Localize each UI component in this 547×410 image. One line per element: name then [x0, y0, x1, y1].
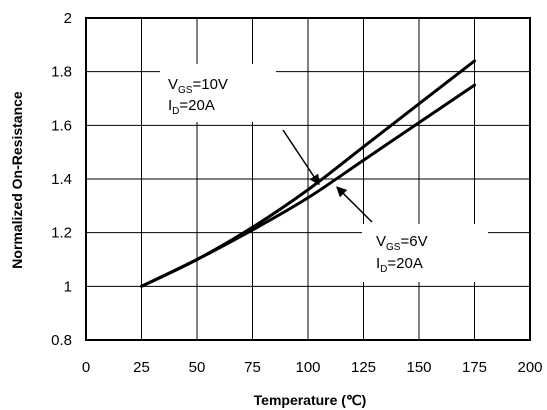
annotations: VGS=10V ID=20A VGS=6V ID=20A [160, 64, 488, 282]
annotation-vgs-6v: VGS=6V [376, 233, 428, 253]
annotation-arrow-10v [282, 129, 320, 186]
y-tick-label: 1 [64, 278, 72, 295]
y-tick-label: 1.4 [51, 171, 72, 188]
y-tick-label: 2 [64, 10, 72, 27]
x-tick-label: 175 [462, 359, 487, 376]
x-tick-label: 150 [406, 359, 431, 376]
grid [86, 18, 530, 340]
series-line-1 [140, 83, 476, 288]
annotation-vgs-10v: VGS=10V [168, 76, 228, 96]
y-tick-label: 1.6 [51, 117, 72, 134]
annotation-arrow-6v [336, 186, 373, 223]
annotation-id-6v: ID=20A [376, 255, 423, 275]
tick-labels: 0 25 50 75 100 125 150 175 200 0.8 1 1.2 1.4 1.6 1.8 2 [51, 10, 542, 376]
y-tick-label: 1.2 [51, 225, 72, 242]
y-axis-title: Normalized On-Resistance [9, 91, 25, 269]
x-axis-title: Temperature (℃) [254, 392, 367, 408]
plot-area-frame [85, 17, 531, 341]
x-tick-label: 25 [133, 359, 150, 376]
x-tick-label: 125 [351, 359, 376, 376]
x-tick-label: 0 [82, 359, 90, 376]
annotation-box-10v [160, 64, 276, 122]
x-tick-label: 100 [295, 359, 320, 376]
annotation-id-10v: ID=20A [168, 97, 215, 117]
annotation-box-6v [362, 224, 488, 282]
y-tick-label: 0.8 [51, 332, 72, 349]
series-layer [140, 59, 476, 288]
x-tick-label: 50 [189, 359, 206, 376]
x-tick-label: 75 [244, 359, 261, 376]
y-tick-label: 1.8 [51, 64, 72, 81]
x-tick-label: 200 [517, 359, 542, 376]
